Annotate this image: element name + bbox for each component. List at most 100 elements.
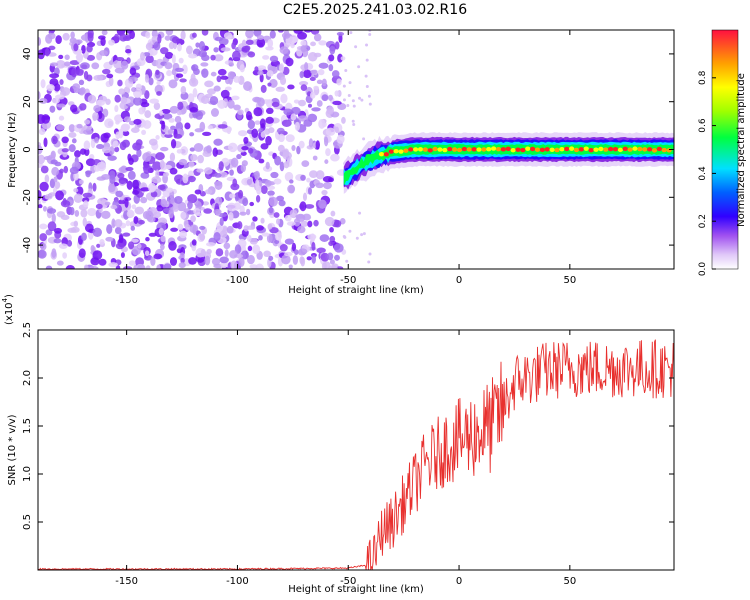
noise-speck xyxy=(300,40,307,47)
noise-speck xyxy=(298,99,307,107)
noise-speck xyxy=(287,84,295,90)
noise-speck xyxy=(323,181,332,190)
noise-speck xyxy=(168,41,175,50)
noise-speck xyxy=(144,250,150,257)
noise-speck xyxy=(219,217,224,226)
noise-speck xyxy=(311,107,321,112)
noise-speck xyxy=(118,234,124,244)
noise-speck xyxy=(145,42,153,51)
noise-speck xyxy=(265,116,274,124)
noise-speck xyxy=(358,96,362,100)
noise-speck xyxy=(213,209,222,215)
noise-speck xyxy=(93,74,104,81)
noise-speck xyxy=(254,66,259,72)
noise-speck xyxy=(268,196,278,207)
noise-speck xyxy=(308,138,314,148)
noise-speck xyxy=(267,82,272,87)
noise-speck xyxy=(80,208,88,218)
noise-speck xyxy=(173,133,183,139)
noise-speck xyxy=(86,44,93,53)
noise-speck xyxy=(218,161,224,171)
noise-speck xyxy=(276,195,285,202)
noise-speck xyxy=(187,175,196,183)
noise-speck xyxy=(367,260,371,264)
noise-speck xyxy=(115,56,125,61)
noise-speck xyxy=(329,227,334,233)
colorbar-ticks: 0.0 0.2 0.4 0.6 0.8 xyxy=(698,70,716,276)
noise-speck xyxy=(316,79,323,85)
noise-speck xyxy=(223,242,231,250)
noise-speck xyxy=(62,32,70,41)
signal-core xyxy=(559,146,565,152)
noise-speck xyxy=(194,189,202,195)
noise-speck xyxy=(106,73,114,79)
noise-speck xyxy=(180,257,185,264)
noise-speck xyxy=(227,202,237,212)
signal-core xyxy=(588,148,594,153)
noise-speck xyxy=(144,254,153,261)
noise-speck xyxy=(227,142,238,153)
noise-speck xyxy=(169,257,178,266)
noise-speck xyxy=(153,41,161,51)
noise-speck xyxy=(365,85,369,89)
noise-speck xyxy=(214,172,222,178)
noise-speck xyxy=(59,168,64,174)
noise-speck xyxy=(264,179,272,187)
noise-speck xyxy=(256,38,266,48)
noise-speck xyxy=(74,210,80,217)
noise-speck xyxy=(159,120,165,125)
noise-speck xyxy=(46,84,55,92)
noise-speck xyxy=(108,39,115,46)
noise-speck xyxy=(80,62,90,70)
snr-xlabel: Height of straight line (km) xyxy=(288,584,424,595)
noise-speck xyxy=(160,198,168,208)
noise-speck xyxy=(136,264,146,269)
noise-speck xyxy=(92,182,97,192)
noise-speck xyxy=(108,76,114,87)
noise-speck xyxy=(362,232,366,236)
noise-speck xyxy=(330,153,340,162)
noise-speck xyxy=(56,260,64,266)
noise-speck xyxy=(215,248,224,257)
noise-speck xyxy=(112,140,119,148)
noise-speck xyxy=(201,30,209,36)
noise-speck xyxy=(174,67,184,73)
noise-speck xyxy=(318,118,326,129)
noise-speck xyxy=(283,108,293,116)
noise-speck xyxy=(238,257,245,267)
noise-speck xyxy=(140,196,148,204)
noise-speck xyxy=(247,51,256,58)
noise-speck xyxy=(87,94,97,104)
noise-speck xyxy=(219,230,228,238)
noise-speck xyxy=(231,41,236,50)
noise-speck xyxy=(203,208,213,214)
noise-speck xyxy=(243,136,249,144)
noise-speck xyxy=(223,32,233,40)
noise-speck xyxy=(87,207,97,217)
noise-speck xyxy=(102,68,111,75)
noise-speck xyxy=(47,221,57,232)
noise-speck xyxy=(75,186,84,196)
noise-speck xyxy=(300,84,308,91)
noise-speck xyxy=(71,138,77,144)
noise-speck xyxy=(321,78,327,87)
spectrogram-panel: -150 -100 -50 0 50 -40 -20 0 20 40 Height of str… xyxy=(7,29,675,296)
noise-speck xyxy=(125,220,131,227)
noise-speck xyxy=(241,145,249,151)
noise-speck xyxy=(219,256,229,264)
noise-speck xyxy=(297,31,308,40)
noise-speck xyxy=(110,204,118,210)
noise-speck xyxy=(76,123,83,129)
noise-speck xyxy=(306,177,311,183)
noise-speck xyxy=(345,259,349,263)
noise-speck xyxy=(243,81,253,91)
noise-speck xyxy=(114,219,123,228)
noise-speck xyxy=(328,54,335,62)
signal-core xyxy=(549,147,555,153)
noise-speck xyxy=(252,216,258,222)
noise-speck xyxy=(220,89,230,99)
noise-speck xyxy=(132,142,142,151)
noise-speck xyxy=(327,252,334,261)
page-title: C2E5.2025.241.03.02.R16 xyxy=(282,2,468,18)
